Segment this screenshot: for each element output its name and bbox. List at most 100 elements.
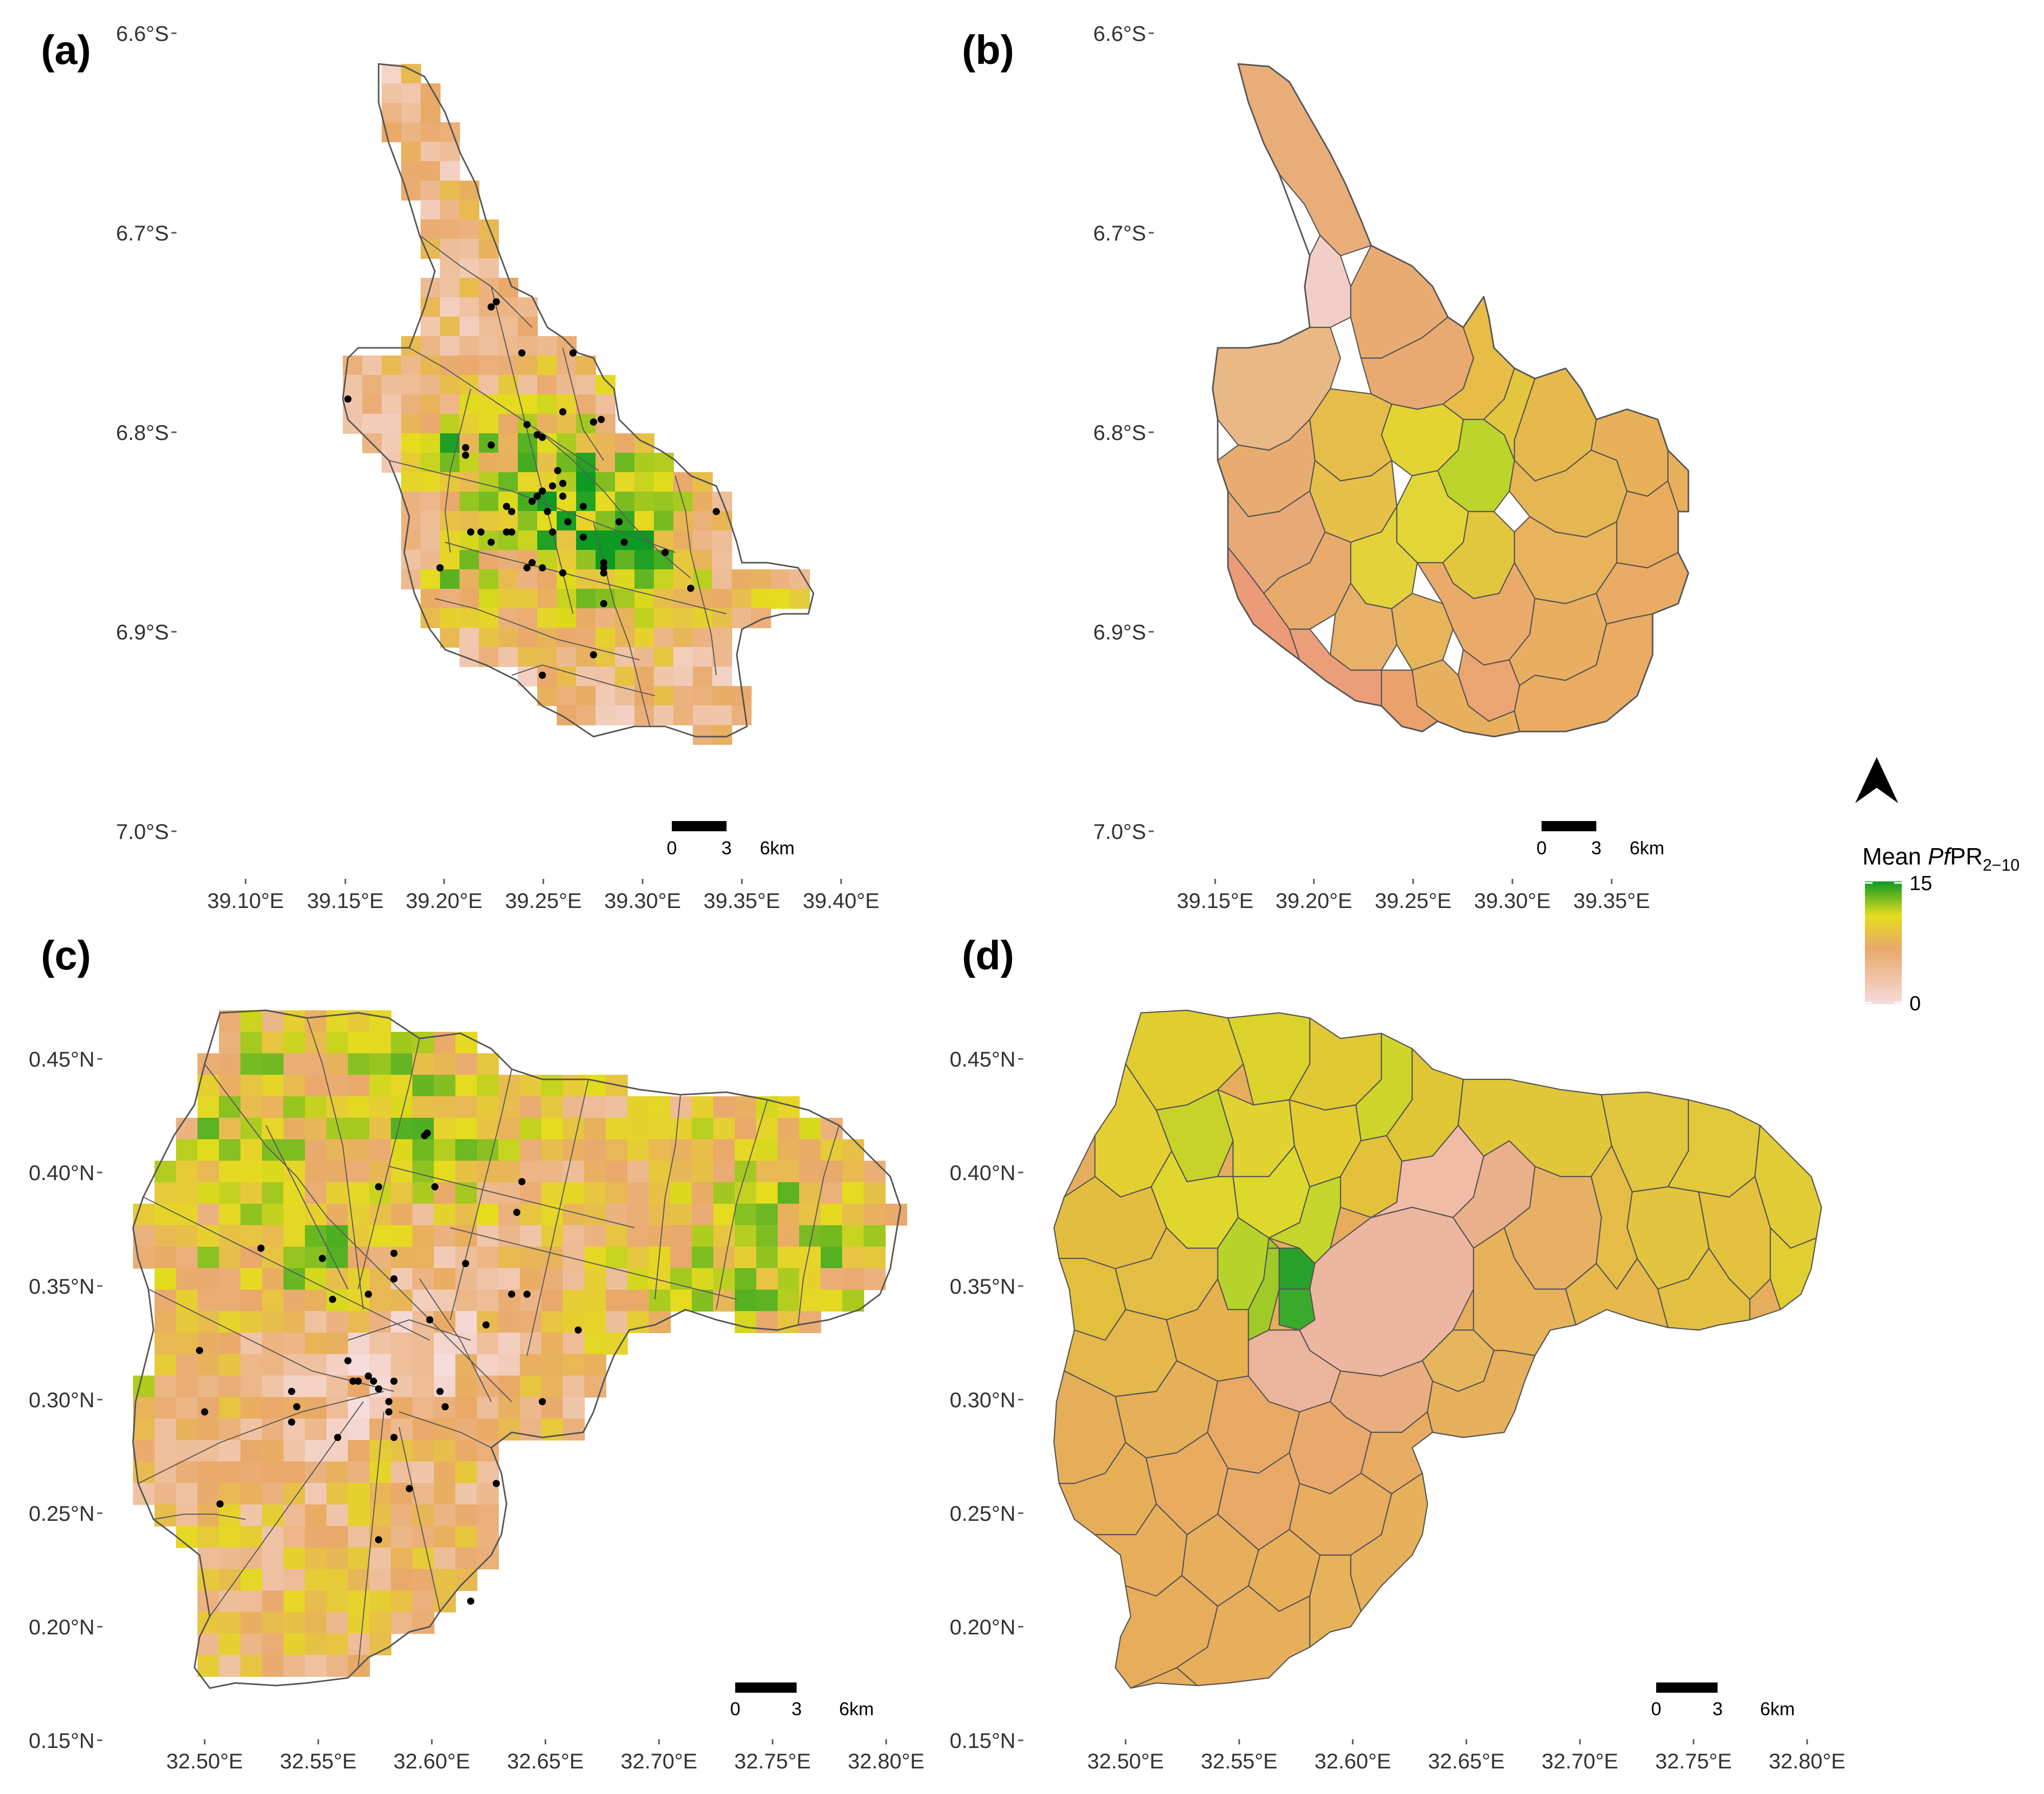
raster-cell (326, 1268, 348, 1290)
district-polygon (1426, 1349, 1536, 1438)
raster-cell (283, 1633, 305, 1655)
raster-cell (692, 1290, 714, 1312)
raster-cell (584, 1225, 606, 1247)
raster-cell (262, 1010, 284, 1032)
survey-site-dot (549, 482, 556, 490)
raster-cell (732, 569, 752, 589)
raster-cell (627, 1182, 649, 1204)
scale-bar (672, 821, 727, 831)
survey-site-dot (467, 1598, 474, 1605)
lon-tick-label: 39.20°E (406, 889, 482, 913)
raster-cell (219, 1010, 241, 1032)
survey-site-dot (462, 444, 469, 451)
raster-cell (440, 239, 460, 259)
lat-tick-label: 0.20°N (29, 1615, 95, 1639)
raster-cell (541, 1139, 563, 1161)
raster-cell (240, 1440, 262, 1462)
raster-cell (369, 1354, 391, 1376)
raster-cell (440, 375, 460, 395)
raster-cell (434, 1075, 456, 1097)
raster-cell (479, 219, 499, 239)
raster-cell (498, 356, 518, 375)
raster-cell (326, 1182, 348, 1204)
district-polygon (1237, 63, 1372, 257)
survey-site-dot (559, 408, 566, 415)
raster-cell (283, 1268, 305, 1290)
raster-cell (219, 1547, 241, 1569)
raster-cell (421, 297, 441, 317)
raster-cell (692, 1118, 714, 1140)
raster-cell (596, 375, 616, 395)
raster-cell (305, 1333, 327, 1355)
raster-cell (434, 1569, 456, 1591)
raster-cell (434, 1204, 456, 1226)
raster-cell (479, 375, 499, 395)
panel-c-lon-axis: 32.50°E 32.55°E 32.60°E 32.65°E 32.70°E … (166, 1739, 925, 1773)
raster-cell (283, 1461, 305, 1483)
raster-cell (654, 608, 674, 628)
raster-cell (197, 1053, 219, 1075)
raster-cell (692, 1182, 714, 1204)
raster-cell (692, 1247, 714, 1269)
raster-cell (498, 1247, 520, 1269)
raster-cell (326, 1225, 348, 1247)
raster-cell (434, 1504, 456, 1526)
raster-cell (305, 1075, 327, 1097)
north-arrow-icon (1855, 757, 1898, 803)
survey-site-dot (436, 1388, 444, 1395)
raster-cell (369, 1247, 391, 1269)
raster-cell (477, 1225, 499, 1247)
raster-cell (412, 1139, 434, 1161)
panel-label-c: (c) (41, 933, 91, 978)
raster-cell (735, 1139, 757, 1161)
raster-cell (498, 589, 518, 609)
raster-cell (440, 161, 460, 181)
panel-c: (c) 0.45°N 0.40°N 0.35°N 0.30°N 0.25°N 0… (29, 933, 925, 1773)
raster-cell (412, 1182, 434, 1204)
raster-cell (537, 589, 557, 609)
survey-site-dot (488, 441, 495, 449)
raster-cell (197, 1204, 219, 1226)
raster-cell (541, 1376, 563, 1398)
raster-cell (369, 1139, 391, 1161)
raster-cell (348, 1182, 370, 1204)
raster-cell (348, 1419, 370, 1441)
raster-cell (537, 394, 557, 414)
raster-cell (440, 297, 460, 317)
raster-cell (498, 414, 518, 434)
raster-cell (421, 569, 441, 589)
raster-cell (596, 608, 616, 628)
raster-cell (627, 1225, 649, 1247)
raster-cell (391, 1547, 413, 1569)
raster-cell (673, 608, 693, 628)
raster-cell (455, 1053, 477, 1075)
raster-cell (401, 472, 421, 492)
raster-cell (541, 1333, 563, 1355)
raster-cell (283, 1075, 305, 1097)
raster-cell (305, 1290, 327, 1312)
survey-site-dot (523, 421, 531, 428)
raster-cell (283, 1118, 305, 1140)
raster-cell (498, 1139, 520, 1161)
raster-cell (412, 1053, 434, 1075)
raster-cell (369, 1118, 391, 1140)
raster-cell (606, 1096, 628, 1118)
lat-tick-label: 0.40°N (950, 1161, 1016, 1185)
raster-cell (262, 1268, 284, 1290)
raster-cell (421, 433, 441, 453)
survey-site-dot (600, 564, 607, 571)
raster-cell (537, 686, 557, 706)
raster-cell (778, 1268, 800, 1290)
raster-cell (735, 1118, 757, 1140)
district-polygon (1391, 592, 1454, 671)
raster-cell (518, 297, 538, 317)
survey-site-dot (390, 1275, 398, 1282)
raster-cell (455, 1547, 477, 1569)
raster-cell (821, 1268, 843, 1290)
raster-cell (498, 336, 518, 356)
survey-site-dot (518, 1178, 525, 1185)
raster-cell (283, 1590, 305, 1612)
raster-cell (520, 1397, 542, 1419)
raster-cell (477, 1526, 499, 1548)
raster-cell (369, 1268, 391, 1290)
